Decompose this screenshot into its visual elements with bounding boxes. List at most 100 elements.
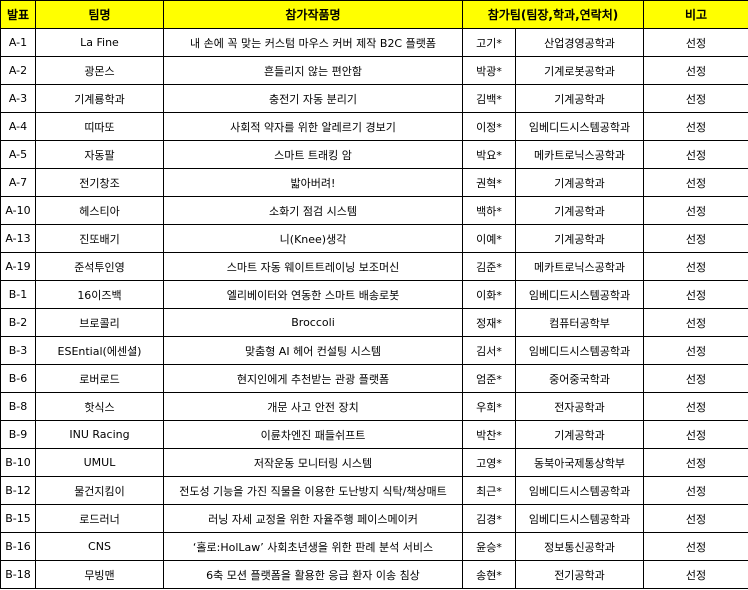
remarks-cell: 선정 [643, 560, 748, 589]
department-cell: 임베디드시스템공학과 [515, 504, 644, 533]
header-remarks: 비고 [643, 0, 748, 29]
team-name-cell: 준석투인영 [35, 252, 164, 281]
presentation-cell: A-1 [0, 28, 36, 57]
table-row: B-10 UMUL 저작운동 모니터링 시스템 고영* 동북아국제통상학부 선정 [0, 448, 748, 477]
header-team-name: 팀명 [35, 0, 164, 29]
presentation-cell: B-8 [0, 392, 36, 421]
table-row: A-3 기계룡학과 충전기 자동 분리기 김백* 기계공학과 선정 [0, 84, 748, 113]
project-name-cell: 내 손에 꼭 맞는 커스텀 마우스 커버 제작 B2C 플랫폼 [163, 28, 463, 57]
table-row: B-15 로드러너 러닝 자세 교정을 위한 자율주행 페이스메이커 김경* 임베디드시… [0, 504, 748, 533]
department-cell: 기계공학과 [515, 420, 644, 449]
team-name-cell: 기계룡학과 [35, 84, 164, 113]
department-cell: 메카트로닉스공학과 [515, 252, 644, 281]
table-row: A-5 자동팔 스마트 트래킹 암 박요* 메카트로닉스공학과 선정 [0, 140, 748, 169]
team-name-cell: 진또배기 [35, 224, 164, 253]
table-row: B-9 INU Racing 이륜차엔진 패들쉬프트 박찬* 기계공학과 선정 [0, 420, 748, 449]
department-cell: 기계공학과 [515, 224, 644, 253]
header-row: 발표 팀명 참가작품명 참가팀(팀장,학과,연락처) 비고 [0, 0, 748, 29]
table-row: B-18 무빙맨 6축 모션 플랫폼을 활용한 응급 환자 이송 침상 송현* 전기공학… [0, 560, 748, 589]
table-row: A-13 진또배기 니(Knee)생각 이예* 기계공학과 선정 [0, 224, 748, 253]
project-name-cell: 소화기 점검 시스템 [163, 196, 463, 225]
header-project-name: 참가작품명 [163, 0, 463, 29]
department-cell: 임베디드시스템공학과 [515, 112, 644, 141]
leader-cell: 고영* [462, 448, 516, 477]
table-row: B-8 핫식스 개문 사고 안전 장치 우희* 전자공학과 선정 [0, 392, 748, 421]
leader-cell: 김백* [462, 84, 516, 113]
table-row: B-12 물건지킴이 전도성 기능을 가진 직물을 이용한 도난방지 식탁/책상매트… [0, 476, 748, 505]
remarks-cell: 선정 [643, 448, 748, 477]
table-row: B-6 로버로드 현지인에게 추천받는 관광 플랫폼 엄준* 중어중국학과 선정 [0, 364, 748, 393]
remarks-cell: 선정 [643, 84, 748, 113]
project-name-cell: 맞춤형 AI 헤어 컨설팅 시스템 [163, 336, 463, 365]
project-name-cell: 이륜차엔진 패들쉬프트 [163, 420, 463, 449]
remarks-cell: 선정 [643, 196, 748, 225]
project-name-cell: 밟아버려! [163, 168, 463, 197]
leader-cell: 윤승* [462, 532, 516, 561]
remarks-cell: 선정 [643, 392, 748, 421]
department-cell: 기계공학과 [515, 84, 644, 113]
table-row: B-3 ESEntial(에센셜) 맞춤형 AI 헤어 컨설팅 시스템 김서* 임베디드… [0, 336, 748, 365]
team-name-cell: 로버로드 [35, 364, 164, 393]
team-name-cell: La Fine [35, 28, 164, 57]
presentation-cell: B-2 [0, 308, 36, 337]
presentation-cell: B-3 [0, 336, 36, 365]
team-name-cell: 물건지킴이 [35, 476, 164, 505]
department-cell: 기계로봇공학과 [515, 56, 644, 85]
presentation-cell: A-19 [0, 252, 36, 281]
leader-cell: 우희* [462, 392, 516, 421]
project-name-cell: 저작운동 모니터링 시스템 [163, 448, 463, 477]
presentation-cell: A-3 [0, 84, 36, 113]
presentation-cell: A-4 [0, 112, 36, 141]
department-cell: 임베디드시스템공학과 [515, 336, 644, 365]
project-name-cell: 엘리베이터와 연동한 스마트 배송로봇 [163, 280, 463, 309]
department-cell: 정보통신공학과 [515, 532, 644, 561]
team-name-cell: 16이즈백 [35, 280, 164, 309]
leader-cell: 김준* [462, 252, 516, 281]
table-body: A-1 La Fine 내 손에 꼭 맞는 커스텀 마우스 커버 제작 B2C 플랫… [0, 28, 748, 589]
presentation-cell: B-1 [0, 280, 36, 309]
leader-cell: 김서* [462, 336, 516, 365]
leader-cell: 백하* [462, 196, 516, 225]
leader-cell: 박찬* [462, 420, 516, 449]
header-presentation: 발표 [0, 0, 36, 29]
project-name-cell: 전도성 기능을 가진 직물을 이용한 도난방지 식탁/책상매트 [163, 476, 463, 505]
presentation-cell: A-13 [0, 224, 36, 253]
leader-cell: 김경* [462, 504, 516, 533]
table-row: A-7 전기창조 밟아버려! 권혁* 기계공학과 선정 [0, 168, 748, 197]
presentation-cell: A-10 [0, 196, 36, 225]
table-row: A-1 La Fine 내 손에 꼭 맞는 커스텀 마우스 커버 제작 B2C 플랫… [0, 28, 748, 57]
leader-cell: 박광* [462, 56, 516, 85]
presentation-cell: A-2 [0, 56, 36, 85]
presentation-cell: B-18 [0, 560, 36, 589]
remarks-cell: 선정 [643, 168, 748, 197]
department-cell: 동북아국제통상학부 [515, 448, 644, 477]
team-name-cell: CNS [35, 532, 164, 561]
project-name-cell: 러닝 자세 교정을 위한 자율주행 페이스메이커 [163, 504, 463, 533]
remarks-cell: 선정 [643, 280, 748, 309]
project-name-cell: Broccoli [163, 308, 463, 337]
project-name-cell: ‘홀로:HolLaw’ 사회초년생을 위한 판례 분석 서비스 [163, 532, 463, 561]
presentation-cell: A-5 [0, 140, 36, 169]
team-name-cell: 띠따또 [35, 112, 164, 141]
remarks-cell: 선정 [643, 504, 748, 533]
table-row: A-2 광몬스 흔들리지 않는 편안함 박광* 기계로봇공학과 선정 [0, 56, 748, 85]
leader-cell: 고기* [462, 28, 516, 57]
department-cell: 컴퓨터공학부 [515, 308, 644, 337]
remarks-cell: 선정 [643, 420, 748, 449]
leader-cell: 이정* [462, 112, 516, 141]
presentation-cell: A-7 [0, 168, 36, 197]
leader-cell: 최근* [462, 476, 516, 505]
remarks-cell: 선정 [643, 336, 748, 365]
team-name-cell: 광몬스 [35, 56, 164, 85]
department-cell: 임베디드시스템공학과 [515, 476, 644, 505]
leader-cell: 엄준* [462, 364, 516, 393]
remarks-cell: 선정 [643, 308, 748, 337]
leader-cell: 이화* [462, 280, 516, 309]
project-name-cell: 스마트 트래킹 암 [163, 140, 463, 169]
table-row: B-16 CNS ‘홀로:HolLaw’ 사회초년생을 위한 판례 분석 서비스 윤승… [0, 532, 748, 561]
remarks-cell: 선정 [643, 56, 748, 85]
table-row: B-2 브로콜리 Broccoli 정재* 컴퓨터공학부 선정 [0, 308, 748, 337]
project-name-cell: 6축 모션 플랫폼을 활용한 응급 환자 이송 침상 [163, 560, 463, 589]
project-name-cell: 개문 사고 안전 장치 [163, 392, 463, 421]
